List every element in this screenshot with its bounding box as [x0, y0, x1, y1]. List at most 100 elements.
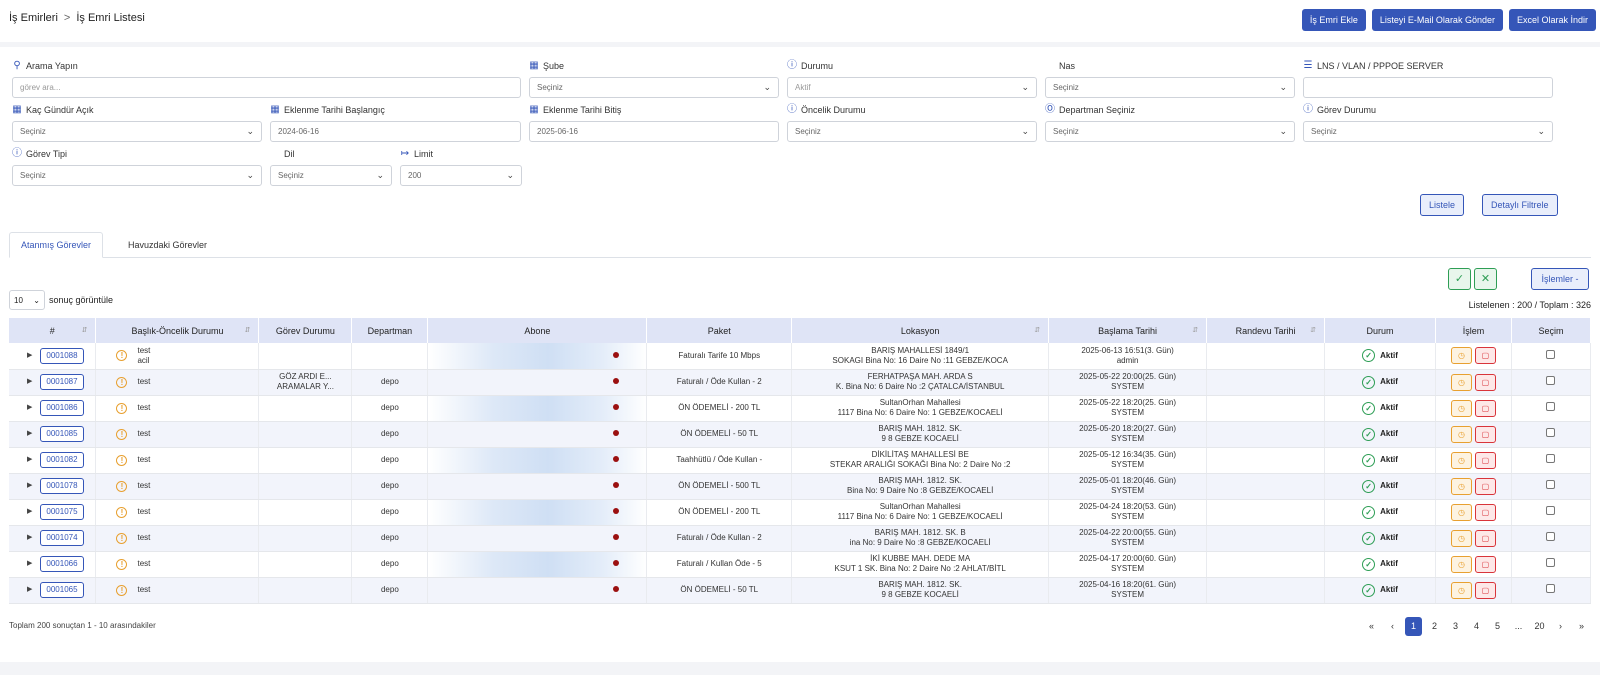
- expand-row-icon[interactable]: ▶: [27, 456, 33, 463]
- page-link[interactable]: 1: [1405, 617, 1422, 636]
- page-size-select[interactable]: 10 ⌄: [9, 290, 45, 310]
- page-link[interactable]: »: [1578, 621, 1584, 631]
- work-order-id-button[interactable]: 0001087: [40, 374, 84, 390]
- trash-icon: ▢: [1481, 481, 1490, 491]
- column-header-location[interactable]: Lokasyon ⇵: [791, 318, 1050, 343]
- delete-button[interactable]: ▢: [1474, 555, 1496, 573]
- language-select[interactable]: Seçiniz ⌄: [270, 165, 392, 186]
- limit-select[interactable]: 200 ⌄: [400, 165, 522, 186]
- expand-row-icon[interactable]: ▶: [27, 508, 33, 515]
- page-link[interactable]: 2: [1431, 621, 1437, 631]
- nas-select[interactable]: Seçiniz ⌄: [1045, 77, 1295, 98]
- edit-button[interactable]: ◷: [1450, 373, 1472, 391]
- page-link[interactable]: 5: [1494, 621, 1500, 631]
- row-checkbox[interactable]: [1546, 532, 1556, 541]
- edit-button[interactable]: ◷: [1450, 503, 1472, 521]
- expand-row-icon[interactable]: ▶: [27, 351, 33, 359]
- page-link[interactable]: «: [1368, 621, 1374, 631]
- edit-button[interactable]: ◷: [1450, 581, 1472, 599]
- search-input[interactable]: görev ara...: [12, 77, 521, 98]
- work-order-id-button[interactable]: 0001065: [40, 582, 84, 598]
- work-order-id-button[interactable]: 0001082: [40, 452, 84, 468]
- row-checkbox[interactable]: [1546, 558, 1556, 567]
- delete-button[interactable]: ▢: [1474, 451, 1496, 469]
- page-link[interactable]: 4: [1473, 621, 1479, 631]
- column-header-start-date[interactable]: Başlama Tarihi ⇵: [1048, 318, 1208, 343]
- expand-row-icon[interactable]: ▶: [27, 430, 33, 437]
- excel-download-button[interactable]: Excel Olarak İndir: [1508, 9, 1596, 31]
- email-list-button[interactable]: Listeyi E-Mail Olarak Gönder: [1371, 9, 1503, 31]
- breadcrumb-root[interactable]: İş Emirleri: [9, 12, 58, 24]
- delete-button[interactable]: ▢: [1474, 529, 1496, 547]
- delete-button[interactable]: ▢: [1474, 425, 1496, 443]
- page-link[interactable]: ›: [1559, 621, 1562, 631]
- column-header-title[interactable]: Başlık-Öncelik Durumu ⇵: [95, 318, 260, 343]
- delete-button[interactable]: ▢: [1474, 373, 1496, 391]
- work-order-id-button[interactable]: 0001066: [40, 556, 84, 572]
- status-text: Aktif: [1380, 429, 1398, 438]
- row-checkbox[interactable]: [1546, 480, 1556, 489]
- expand-row-icon[interactable]: ▶: [27, 404, 33, 411]
- work-order-id-button[interactable]: 0001074: [40, 530, 84, 546]
- page-link[interactable]: 20: [1534, 621, 1545, 631]
- edit-button[interactable]: ◷: [1450, 529, 1472, 547]
- row-checkbox[interactable]: [1546, 584, 1556, 593]
- page-link[interactable]: 3: [1452, 621, 1458, 631]
- priority-select[interactable]: Seçiniz ⌄: [787, 121, 1037, 142]
- lns-input[interactable]: [1303, 77, 1553, 98]
- tab-assigned[interactable]: Atanmış Görevler: [9, 232, 104, 258]
- priority-warning-icon: !: [116, 376, 128, 388]
- row-checkbox[interactable]: [1546, 402, 1556, 411]
- expand-row-icon[interactable]: ▶: [27, 482, 33, 489]
- delete-button[interactable]: ▢: [1474, 477, 1496, 495]
- row-checkbox[interactable]: [1546, 349, 1556, 359]
- start-date-input[interactable]: 2024-06-16: [270, 121, 521, 142]
- page-link[interactable]: ‹: [1391, 621, 1394, 631]
- status-dot-icon: [613, 456, 620, 462]
- edit-button[interactable]: ◷: [1450, 347, 1472, 365]
- detailed-filter-button[interactable]: Detaylı Filtrele: [1482, 194, 1558, 216]
- edit-button[interactable]: ◷: [1450, 425, 1472, 443]
- row-checkbox[interactable]: [1546, 428, 1556, 437]
- cell-package: Taahhütlü / Öde Kullan -: [646, 447, 793, 474]
- approve-button[interactable]: ✓: [1448, 268, 1471, 290]
- cell-department: depo: [351, 525, 429, 552]
- row-checkbox[interactable]: [1546, 376, 1556, 385]
- list-button[interactable]: Listele: [1420, 194, 1465, 216]
- branch-select[interactable]: Seçiniz ⌄: [529, 77, 779, 98]
- delete-button[interactable]: ▢: [1474, 503, 1496, 521]
- days-open-select[interactable]: Seçiniz ⌄: [12, 121, 262, 142]
- location-line-2: KSUT 1 SK. Bina No: 2 Daire No :2 AHLAT/…: [834, 564, 1006, 573]
- edit-button[interactable]: ◷: [1450, 399, 1472, 417]
- delete-button[interactable]: ▢: [1474, 399, 1496, 417]
- task-type-select[interactable]: Seçiniz ⌄: [12, 165, 262, 186]
- delete-button[interactable]: ▢: [1474, 581, 1496, 599]
- location-line-2: 1117 Bina No: 6 Daire No: 1 GEBZE/KOCAEL…: [837, 408, 1003, 417]
- status-select[interactable]: Aktif ⌄: [787, 77, 1037, 98]
- delete-button[interactable]: ▢: [1474, 347, 1496, 365]
- edit-button[interactable]: ◷: [1450, 555, 1472, 573]
- expand-row-icon[interactable]: ▶: [27, 560, 33, 567]
- row-checkbox[interactable]: [1546, 454, 1556, 463]
- add-work-order-button[interactable]: İş Emri Ekle: [1301, 9, 1366, 31]
- reject-button[interactable]: ✕: [1474, 268, 1497, 290]
- work-order-id-button[interactable]: 0001075: [40, 504, 84, 520]
- row-checkbox[interactable]: [1546, 506, 1556, 515]
- column-header-id[interactable]: # ⇵: [9, 318, 97, 343]
- expand-row-icon[interactable]: ▶: [27, 378, 33, 385]
- edit-button[interactable]: ◷: [1450, 451, 1472, 469]
- task-status-select[interactable]: Seçiniz ⌄: [1303, 121, 1553, 142]
- work-order-id-button[interactable]: 0001088: [40, 347, 84, 364]
- end-date-input[interactable]: 2025-06-16: [529, 121, 779, 142]
- department-select[interactable]: Seçiniz ⌄: [1045, 121, 1295, 142]
- edit-button[interactable]: ◷: [1450, 477, 1472, 495]
- expand-row-icon[interactable]: ▶: [27, 586, 33, 593]
- column-header-appointment[interactable]: Randevu Tarihi ⇵: [1206, 318, 1326, 343]
- operations-menu-button[interactable]: İşlemler -: [1531, 268, 1589, 290]
- tab-pool[interactable]: Havuzdaki Görevler: [128, 240, 208, 250]
- work-order-id-button[interactable]: 0001085: [40, 426, 84, 442]
- expand-row-icon[interactable]: ▶: [27, 534, 33, 541]
- work-order-id-button[interactable]: 0001078: [40, 478, 84, 494]
- page-link[interactable]: ...: [1514, 621, 1523, 631]
- work-order-id-button[interactable]: 0001086: [40, 400, 84, 416]
